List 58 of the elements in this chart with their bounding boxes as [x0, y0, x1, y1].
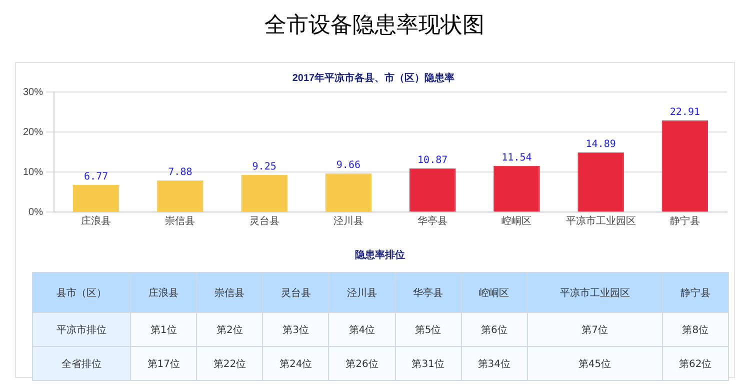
data-label: 22.91: [670, 106, 700, 118]
text: 第17位: [130, 346, 197, 380]
category-label: 华亭县: [395, 272, 462, 312]
y-tick-label: 20%: [23, 126, 44, 138]
text: 第4位: [328, 312, 395, 346]
text: 第2位: [196, 312, 263, 346]
data-label: 9.66: [336, 160, 360, 171]
chart-title: 全市设备隐患率现状图: [264, 12, 486, 40]
text: 平凉市排位: [32, 312, 131, 346]
bar: [157, 180, 204, 212]
text: 第34位: [461, 346, 528, 380]
chart-subtitle: 2017年平凉市各县、市（区）隐患率: [292, 72, 455, 84]
data-label: 14.89: [586, 139, 616, 150]
data-label: 10.87: [418, 155, 448, 166]
category-label: 灵台县: [262, 272, 329, 312]
y-tick-label: 10%: [23, 166, 44, 178]
x-tick-label: 平凉市工业园区: [566, 214, 636, 227]
bar: [241, 175, 288, 212]
text: 第8位: [662, 312, 728, 346]
text: 第5位: [395, 312, 462, 346]
bar: [325, 173, 372, 212]
category-label: 崆峒区: [461, 272, 528, 312]
category-label: 平凉市工业园区: [527, 272, 662, 312]
bar: [662, 120, 708, 212]
bar: [72, 184, 120, 212]
bar: [494, 166, 540, 212]
category-label: 崇信县: [196, 272, 263, 312]
x-tick-label: 庄浪县: [81, 214, 112, 227]
category-label: 静宁县: [662, 272, 728, 312]
y-tick-label: 30%: [23, 86, 44, 98]
category-label: 泾川县: [328, 272, 395, 312]
category-label: 县市（区）: [32, 272, 131, 312]
x-tick-label: 静宁县: [670, 214, 700, 227]
text: 第7位: [527, 312, 662, 346]
data-label: 11.54: [502, 152, 532, 164]
x-tick-label: 崇信县: [165, 214, 196, 227]
data-label: 7.88: [168, 167, 192, 178]
text: 第24位: [262, 346, 329, 380]
x-tick-label: 泾川县: [333, 214, 364, 227]
text: 全省排位: [32, 346, 131, 380]
text: 隐患率排位: [354, 248, 406, 262]
category-label: 庄浪县: [130, 272, 197, 312]
text: 第6位: [461, 312, 528, 346]
data-label: 9.25: [252, 162, 276, 173]
bar: [578, 152, 624, 212]
text: 第62位: [662, 346, 728, 380]
x-tick-label: 华亭县: [418, 214, 448, 227]
text: 第3位: [262, 312, 329, 346]
text: 第45位: [527, 346, 662, 380]
y-tick-label: 0%: [28, 206, 44, 218]
data-label: 6.77: [84, 172, 108, 183]
text: 第26位: [328, 346, 395, 380]
text: 第31位: [395, 346, 462, 380]
text: 第1位: [130, 312, 197, 346]
x-tick-label: 崆峒区: [502, 214, 532, 227]
bar: [409, 168, 456, 212]
x-tick-label: 灵台县: [249, 214, 280, 227]
text: 第22位: [196, 346, 263, 380]
